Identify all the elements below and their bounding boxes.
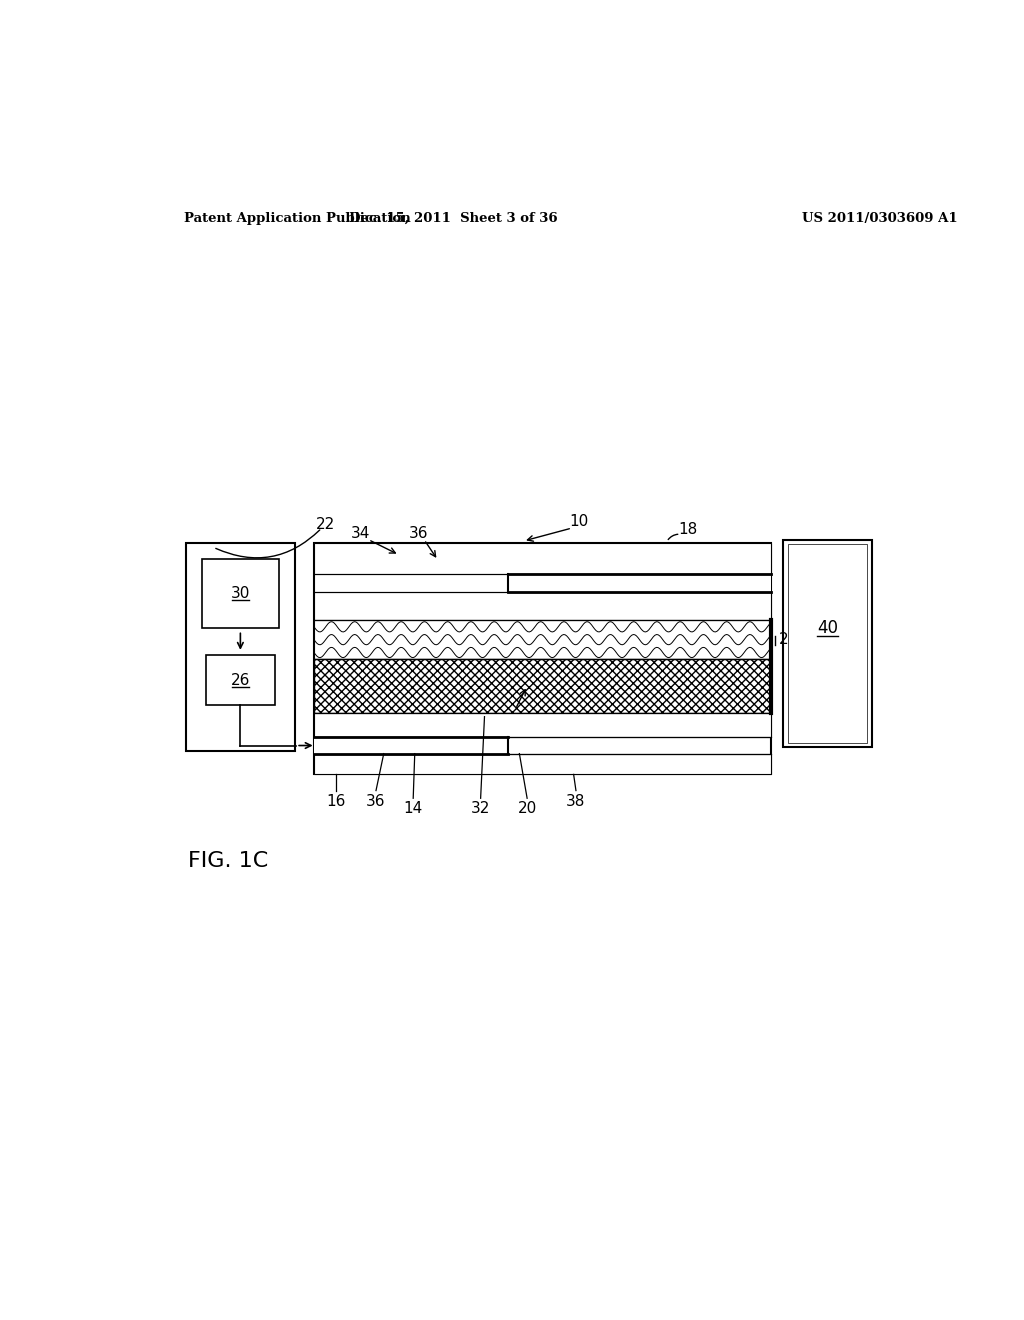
Text: 36: 36 bbox=[409, 525, 428, 541]
Text: 14: 14 bbox=[403, 801, 423, 816]
Text: 38: 38 bbox=[566, 793, 586, 809]
Text: 16: 16 bbox=[326, 793, 345, 809]
Bar bbox=[314, 754, 771, 775]
Text: US 2011/0303609 A1: US 2011/0303609 A1 bbox=[802, 213, 957, 224]
Text: Dec. 15, 2011  Sheet 3 of 36: Dec. 15, 2011 Sheet 3 of 36 bbox=[349, 213, 558, 224]
Text: Patent Application Publication: Patent Application Publication bbox=[183, 213, 411, 224]
Text: FIG. 1C: FIG. 1C bbox=[188, 851, 268, 871]
Bar bbox=[787, 544, 867, 743]
Bar bbox=[314, 544, 771, 574]
Bar bbox=[206, 655, 275, 705]
Bar bbox=[186, 544, 295, 751]
Bar bbox=[314, 591, 771, 620]
Bar bbox=[314, 659, 771, 713]
Text: 22: 22 bbox=[316, 516, 336, 532]
Bar bbox=[314, 738, 508, 754]
Bar bbox=[508, 574, 771, 591]
Bar bbox=[314, 620, 771, 659]
Text: 30: 30 bbox=[230, 586, 250, 601]
Bar bbox=[314, 713, 771, 738]
Text: 10: 10 bbox=[569, 515, 589, 529]
Text: 18: 18 bbox=[678, 521, 697, 537]
Bar bbox=[314, 544, 771, 775]
Text: 32: 32 bbox=[471, 801, 490, 816]
Bar bbox=[202, 558, 280, 628]
Text: 20: 20 bbox=[517, 801, 537, 816]
Text: 28: 28 bbox=[779, 632, 799, 647]
Text: 40: 40 bbox=[817, 619, 838, 638]
Text: 26: 26 bbox=[230, 673, 250, 688]
Text: 36: 36 bbox=[367, 793, 386, 809]
Bar bbox=[783, 540, 872, 747]
Text: 34: 34 bbox=[351, 525, 371, 541]
